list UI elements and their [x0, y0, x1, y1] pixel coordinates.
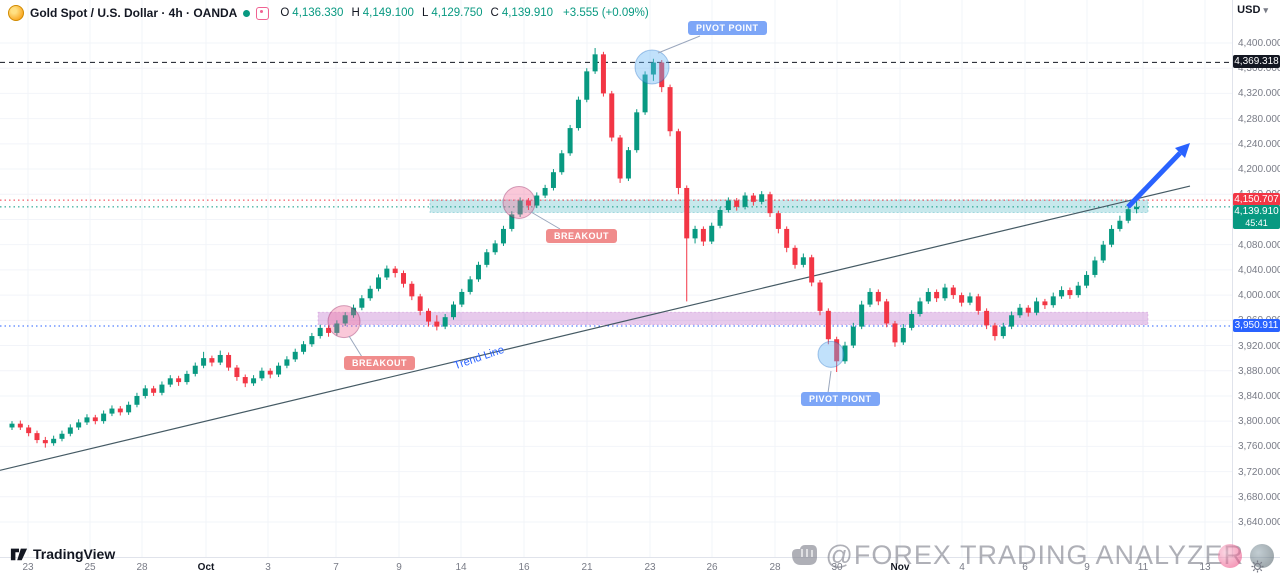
time-tick: 21 — [581, 562, 593, 573]
time-tick: 25 — [84, 562, 96, 573]
grid-lines — [0, 0, 1232, 557]
market-open-dot-icon — [243, 9, 251, 17]
close-value: 4,139.910 — [501, 7, 554, 19]
price-tick: 3,920.000 — [1238, 340, 1280, 352]
pivot-circle-bottom — [817, 340, 845, 368]
price-tick: 3,680.000 — [1238, 491, 1280, 503]
tradingview-mark-icon — [10, 548, 28, 561]
time-tick: 3 — [265, 562, 271, 573]
currency-label: USD — [1237, 4, 1261, 16]
chevron-down-icon: ▾ — [1263, 5, 1268, 15]
low-value: 4,129.750 — [431, 7, 483, 19]
price-tick: 3,840.000 — [1238, 390, 1280, 402]
fist-icon — [791, 544, 817, 565]
time-tick: 6 — [1022, 562, 1028, 573]
time-tick: 26 — [706, 562, 718, 573]
price-tick: 4,280.000 — [1238, 113, 1280, 125]
projection-arrow[interactable] — [1126, 143, 1190, 209]
time-tick: 14 — [455, 562, 467, 573]
price-tick: 3,760.000 — [1238, 441, 1280, 453]
time-tick: 9 — [396, 562, 402, 573]
support-zone — [317, 311, 1149, 326]
time-tick: 9 — [1084, 562, 1090, 573]
price-axis[interactable]: 4,400.000 4,360.000 4,320.000 4,280.000 4,24… — [1232, 0, 1280, 557]
pivot-point-bottom-label[interactable]: PIVOT PIONT — [801, 392, 880, 406]
time-tick: 28 — [136, 562, 148, 573]
flag-icon[interactable] — [256, 6, 270, 20]
scale-settings-button[interactable] — [1251, 560, 1264, 577]
high-label: H — [351, 7, 360, 19]
breakout-upper-label[interactable]: BREAKOUT — [546, 229, 617, 243]
price-tick: 4,200.000 — [1238, 164, 1280, 176]
breakout-lower-label[interactable]: BREAKOUT — [344, 356, 415, 370]
time-tick: 4 — [959, 562, 965, 573]
pivot-point-top-label[interactable]: PIVOT POINT — [688, 21, 767, 35]
resistance-zone — [429, 199, 1149, 213]
low-label: L — [421, 7, 429, 19]
channel-watermark: @FOREX TRADING ANALYZER — [788, 540, 1274, 571]
price-tick: 4,080.000 — [1238, 239, 1280, 251]
high-price-badge: 4,369.318 — [1233, 55, 1280, 69]
time-tick: 28 — [769, 562, 781, 573]
price-tick: 4,040.000 — [1238, 264, 1280, 276]
alert-price-badge: 4,150.707 — [1233, 193, 1280, 207]
breakout-circle-upper — [502, 185, 536, 219]
open-value: 4,136.330 — [292, 7, 344, 19]
time-tick: 30 — [831, 562, 843, 573]
level-price-badge: 3,950.911 — [1233, 319, 1280, 333]
tradingview-wordmark: TradingView — [33, 546, 116, 562]
price-tick: 3,880.000 — [1238, 365, 1280, 377]
watermark-text: @FOREX TRADING ANALYZER — [825, 540, 1244, 570]
last-price-badge: 4,139.910 45:41 — [1233, 204, 1280, 229]
time-tick: Oct — [197, 562, 215, 573]
trend-line[interactable] — [0, 185, 1191, 471]
label-connectors — [348, 35, 832, 394]
price-change: +3.555 (+0.09%) — [563, 7, 649, 19]
time-tick: Nov — [890, 562, 910, 573]
candles-layer — [9, 48, 1140, 448]
breakout-circle-lower — [327, 305, 361, 339]
currency-selector[interactable]: USD ▾ — [1237, 4, 1268, 16]
time-tick: 11 — [1137, 562, 1149, 573]
ohlc-readout: O 4,136.330 H 4,149.100 L 4,129.750 C 4,139.… — [275, 7, 553, 19]
tradingview-logo[interactable]: TradingView — [10, 545, 115, 563]
time-tick: 7 — [333, 562, 339, 573]
time-tick: 16 — [518, 562, 530, 573]
gold-coin-icon — [8, 5, 24, 21]
time-tick: 23 — [22, 562, 34, 573]
price-tick: 4,400.000 — [1238, 38, 1280, 49]
price-tick: 4,240.000 — [1238, 138, 1280, 150]
price-tick: 3,720.000 — [1238, 466, 1280, 478]
price-level-lines — [0, 61, 1232, 327]
price-tick: 3,640.000 — [1238, 517, 1280, 528]
symbol-title[interactable]: Gold Spot / U.S. Dollar · 4h · OANDA — [30, 6, 238, 20]
pivot-circle-top — [634, 49, 670, 85]
close-label: C — [490, 7, 499, 19]
watermark-logo-icon — [1218, 543, 1242, 568]
price-tick: 3,800.000 — [1238, 416, 1280, 428]
high-value: 4,149.100 — [362, 7, 414, 19]
open-label: O — [280, 7, 290, 19]
price-tick: 4,320.000 — [1238, 88, 1280, 100]
gear-icon — [1251, 560, 1264, 573]
price-tick: 4,360.000 — [1238, 63, 1280, 75]
time-axis[interactable]: 23 25 28 Oct 3 7 9 14 16 21 23 26 28 30 Nov 4 6 9 11 13 — [0, 557, 1280, 577]
price-tick: 4,000.000 — [1238, 290, 1280, 302]
symbol-legend: Gold Spot / U.S. Dollar · 4h · OANDA O 4,… — [8, 5, 649, 21]
highlight-circles[interactable] — [327, 49, 845, 368]
time-tick: 13 — [1199, 562, 1211, 573]
price-zones — [317, 199, 1149, 326]
time-tick: 23 — [644, 562, 656, 573]
